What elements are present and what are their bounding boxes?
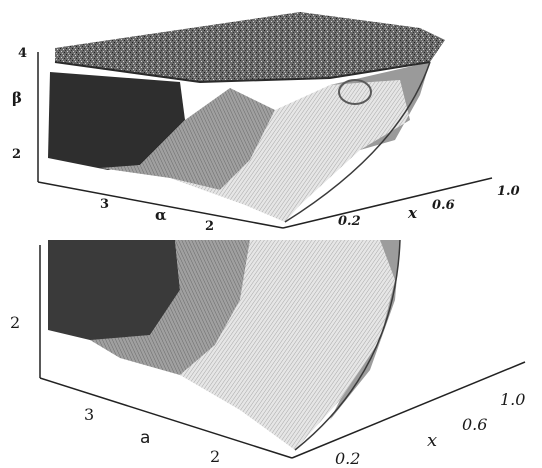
bottom-surface-mid-region bbox=[90, 240, 250, 375]
bottom-alpha-tick-3: 3 bbox=[84, 405, 94, 424]
top-alpha-tick-3: 3 bbox=[100, 197, 109, 212]
bottom-panel: 2 3 2 a 0.2 0.6 1.0 x bbox=[10, 239, 526, 468]
top-x-axis bbox=[282, 177, 493, 229]
bottom-x-axis bbox=[291, 361, 526, 459]
top-x-tick-0.6: 0.6 bbox=[432, 198, 455, 213]
bottom-surface-dark-region bbox=[48, 240, 180, 350]
top-z-tick-4: 4 bbox=[18, 46, 27, 61]
top-surface-cap-edge bbox=[54, 61, 431, 84]
bottom-surface-front-edge bbox=[294, 239, 401, 451]
top-panel: 4 2 β 3 2 α 0.2 0.6 1.0 x bbox=[12, 12, 520, 234]
top-surface-dark-region bbox=[48, 72, 185, 170]
bottom-surface-light-region bbox=[180, 240, 395, 450]
top-surface-right-fold bbox=[330, 62, 430, 150]
bottom-alpha-axis bbox=[39, 377, 293, 459]
bottom-alpha-tick-2: 2 bbox=[210, 447, 220, 466]
top-x-tick-1.0: 1.0 bbox=[497, 184, 520, 199]
top-alpha-axis-label: α bbox=[155, 206, 167, 224]
bottom-x-tick-0.2: 0.2 bbox=[335, 449, 360, 468]
top-surface-light-region bbox=[170, 80, 410, 222]
top-surface-front-edge bbox=[284, 61, 431, 223]
top-surface-cap bbox=[55, 12, 445, 82]
bottom-x-axis-label: x bbox=[427, 430, 437, 451]
top-z-tick-2: 2 bbox=[12, 147, 21, 162]
top-surface-ring-feature bbox=[338, 79, 372, 105]
bottom-x-tick-0.6: 0.6 bbox=[462, 415, 487, 434]
bottom-surface-right-fold bbox=[330, 240, 400, 420]
top-x-tick-0.2: 0.2 bbox=[338, 214, 361, 229]
top-surface-mid-region bbox=[100, 88, 275, 190]
top-alpha-tick-2: 2 bbox=[205, 219, 214, 234]
bottom-z-tick-2: 2 bbox=[10, 313, 20, 332]
bottom-x-tick-1.0: 1.0 bbox=[500, 390, 525, 409]
top-x-axis-label: x bbox=[407, 204, 418, 222]
bottom-alpha-axis-label: a bbox=[140, 428, 150, 448]
top-z-axis-label: β bbox=[12, 89, 22, 107]
top-alpha-axis bbox=[37, 181, 284, 229]
